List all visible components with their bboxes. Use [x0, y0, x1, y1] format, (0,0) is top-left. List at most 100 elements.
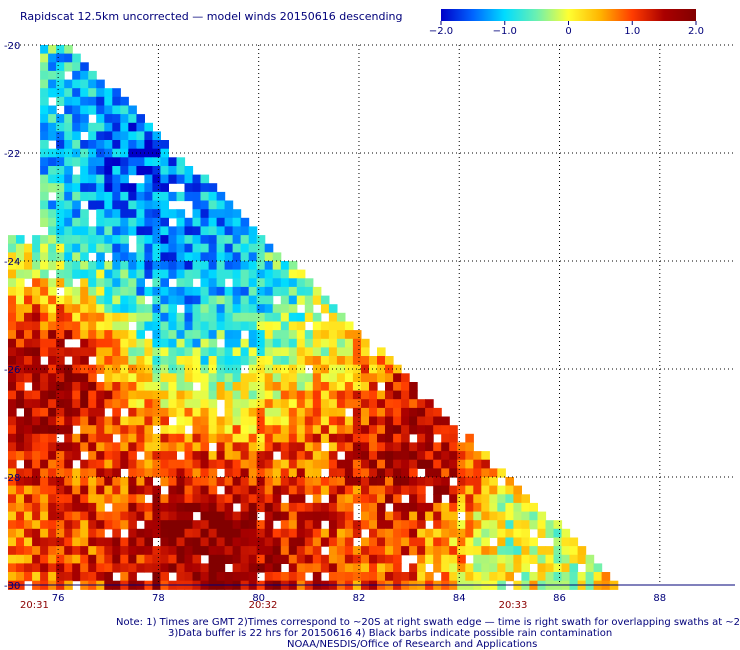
heatmap-cell: [264, 321, 274, 331]
heatmap-cell: [120, 122, 129, 132]
heatmap-cell: [16, 416, 25, 426]
heatmap-cell: [304, 407, 314, 418]
heatmap-cell: [264, 546, 274, 556]
heatmap-cell: [489, 468, 498, 478]
heatmap-cell: [385, 477, 394, 487]
heatmap-cell: [112, 140, 121, 150]
heatmap-cell: [160, 330, 169, 340]
heatmap-cell: [593, 572, 603, 582]
heatmap-cell: [80, 166, 89, 176]
heatmap-cell: [56, 174, 65, 184]
heatmap-cell: [393, 416, 402, 426]
heatmap-cell: [336, 554, 346, 564]
heatmap-cell: [248, 286, 258, 297]
heatmap-cell: [144, 286, 153, 297]
heatmap-cell: [112, 347, 121, 357]
heatmap-cell: [216, 572, 226, 582]
heatmap-cell: [48, 183, 57, 193]
heatmap-cell: [112, 563, 121, 573]
heatmap-cell: [96, 166, 105, 176]
heatmap-cell: [72, 502, 81, 513]
heatmap-cell: [200, 209, 210, 219]
heatmap-cell: [264, 252, 274, 262]
heatmap-cell: [240, 347, 250, 357]
heatmap-cell: [80, 157, 89, 167]
heatmap-cell: [208, 399, 218, 409]
heatmap-cell: [56, 554, 65, 564]
heatmap-cell: [280, 390, 290, 400]
heatmap-cell: [16, 261, 25, 271]
heatmap-cell: [176, 442, 186, 452]
heatmap-cell: [288, 546, 298, 556]
heatmap-cell: [240, 528, 250, 538]
heatmap-cell: [200, 451, 210, 461]
heatmap-cell: [64, 200, 73, 210]
heatmap-cell: [296, 572, 306, 582]
heatmap-cell: [272, 390, 282, 400]
heatmap-cell: [208, 520, 218, 530]
heatmap-cell: [168, 528, 177, 538]
heatmap-cell: [361, 433, 370, 443]
heatmap-cell: [96, 96, 105, 106]
heatmap-cell: [40, 425, 49, 435]
heatmap-cell: [312, 502, 322, 513]
heatmap-cell: [224, 261, 234, 271]
heatmap-cell: [56, 200, 65, 210]
heatmap-cell: [128, 269, 137, 279]
heatmap-cell: [120, 477, 129, 487]
heatmap-cell: [433, 416, 442, 426]
heatmap-cell: [48, 528, 57, 538]
heatmap-cell: [32, 407, 41, 418]
heatmap-cell: [224, 200, 234, 210]
heatmap-cell: [232, 511, 242, 521]
heatmap-cell: [40, 373, 49, 383]
heatmap-cell: [112, 502, 121, 513]
heatmap-cell: [152, 217, 161, 227]
heatmap-cell: [104, 572, 113, 582]
heatmap-cell: [385, 425, 394, 435]
heatmap-cell: [144, 183, 153, 193]
heatmap-cell: [240, 468, 250, 478]
heatmap-cell: [409, 477, 418, 487]
heatmap-cell: [16, 502, 25, 513]
heatmap-cell: [473, 494, 482, 504]
heatmap-cell: [160, 572, 169, 582]
heatmap-cell: [569, 554, 579, 564]
heatmap-cell: [200, 321, 210, 331]
heatmap-cell: [136, 304, 145, 314]
heatmap-cell: [216, 511, 226, 521]
heatmap-cell: [80, 70, 89, 81]
heatmap-cell: [200, 502, 210, 513]
heatmap-cell: [72, 269, 81, 279]
heatmap-cell: [8, 373, 17, 383]
heatmap-cell: [441, 459, 450, 469]
heatmap-cell: [48, 572, 57, 582]
heatmap-cell: [64, 373, 73, 383]
heatmap-cell: [216, 390, 226, 400]
heatmap-cell: [176, 321, 186, 331]
heatmap-cell: [344, 356, 354, 366]
heatmap-cell: [72, 304, 81, 314]
heatmap-cell: [200, 477, 210, 487]
heatmap-cell: [96, 528, 105, 538]
heatmap-cell: [184, 166, 194, 176]
heatmap-cell: [248, 269, 258, 279]
heatmap-cell: [320, 338, 330, 348]
heatmap-cell: [296, 321, 306, 331]
heatmap-cell: [361, 356, 370, 366]
heatmap-cell: [561, 572, 571, 582]
heatmap-cell: [64, 528, 73, 538]
heatmap-cell: [224, 373, 234, 383]
heatmap-cell: [40, 53, 49, 63]
heatmap-cell: [104, 295, 113, 305]
heatmap-cell: [296, 485, 306, 495]
heatmap-cell: [224, 451, 234, 461]
heatmap-cell: [537, 572, 547, 582]
heatmap-cell: [80, 140, 89, 150]
heatmap-cell: [80, 88, 89, 98]
heatmap-cell: [200, 312, 210, 322]
heatmap-cells: [8, 45, 619, 590]
heatmap-cell: [64, 45, 73, 55]
heatmap-cell: [336, 373, 346, 383]
heatmap-cell: [240, 502, 250, 513]
